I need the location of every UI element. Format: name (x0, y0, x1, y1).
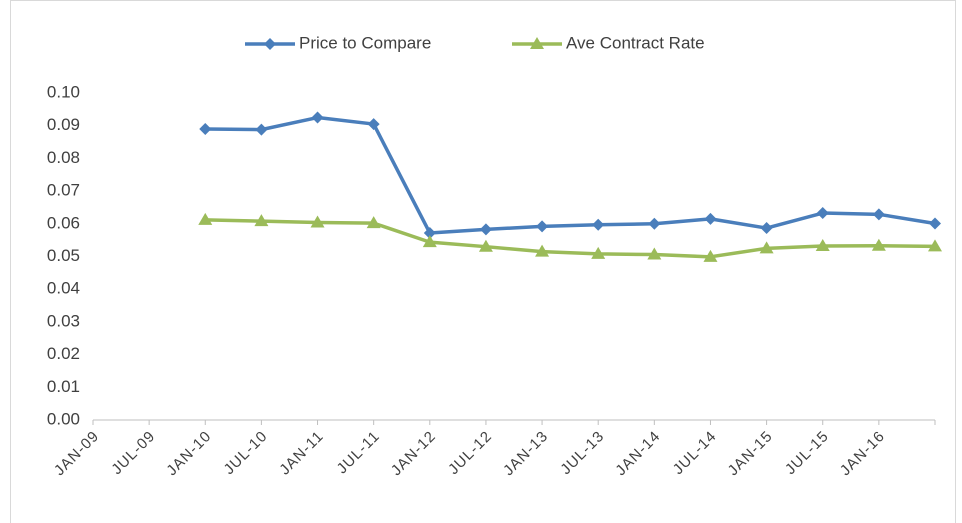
marker (647, 247, 662, 260)
marker (311, 111, 324, 124)
y-tick-label: 0.01 (47, 377, 80, 396)
x-tick-label: JAN-10 (163, 428, 215, 480)
x-tick-label: JAN-12 (388, 428, 440, 480)
marker (928, 239, 942, 252)
marker (310, 215, 325, 228)
x-tick-label: JAN-15 (725, 428, 777, 480)
marker (648, 217, 661, 230)
marker (536, 220, 549, 233)
x-tick-label: JAN-09 (51, 428, 103, 480)
y-tick-label: 0.05 (47, 246, 80, 265)
series-line (205, 218, 936, 259)
x-tick-label: JAN-14 (612, 428, 664, 480)
x-tick-label: JUL-14 (670, 428, 720, 478)
marker (592, 218, 605, 231)
x-tick-label: JAN-13 (500, 428, 552, 480)
x-tick-label: JAN-16 (837, 428, 889, 480)
x-tick-label: JUL-13 (557, 428, 607, 478)
marker (704, 212, 717, 225)
y-tick-label: 0.03 (47, 311, 80, 330)
marker (255, 123, 268, 136)
marker (535, 244, 550, 257)
marker (815, 239, 830, 252)
marker (816, 207, 829, 220)
y-tick-label: 0.04 (47, 279, 80, 298)
marker (254, 214, 269, 227)
marker (872, 208, 885, 221)
x-tick-label: JUL-12 (445, 428, 495, 478)
marker (422, 235, 437, 248)
y-tick-label: 0.02 (47, 344, 80, 363)
marker (760, 222, 773, 235)
marker (591, 246, 606, 259)
legend-marker (530, 37, 544, 49)
legend-label: Ave Contract Rate (566, 33, 705, 52)
marker (366, 216, 381, 229)
marker (479, 223, 492, 236)
marker (703, 249, 718, 262)
x-tick-label: JUL-11 (334, 428, 384, 478)
marker (367, 118, 380, 131)
y-tick-label: 0.06 (47, 213, 80, 232)
marker (478, 239, 493, 252)
x-tick-label: JUL-15 (782, 428, 832, 478)
y-tick-label: 0.00 (47, 409, 80, 428)
marker (759, 241, 774, 254)
marker (929, 217, 941, 230)
marker (199, 122, 212, 135)
y-tick-label: 0.09 (47, 115, 80, 134)
series-line (205, 115, 936, 235)
legend-marker (264, 38, 276, 50)
y-tick-label: 0.07 (47, 181, 80, 200)
y-tick-label: 0.08 (47, 148, 80, 167)
marker (871, 238, 886, 251)
x-tick-label: JUL-10 (221, 428, 271, 478)
marker (423, 226, 436, 239)
chart-frame (10, 0, 956, 523)
legend-label: Price to Compare (299, 33, 431, 52)
y-tick-label: 0.10 (47, 82, 80, 101)
x-tick-label: JAN-11 (276, 428, 327, 479)
marker (198, 212, 213, 225)
x-tick-label: JUL-09 (108, 428, 158, 478)
